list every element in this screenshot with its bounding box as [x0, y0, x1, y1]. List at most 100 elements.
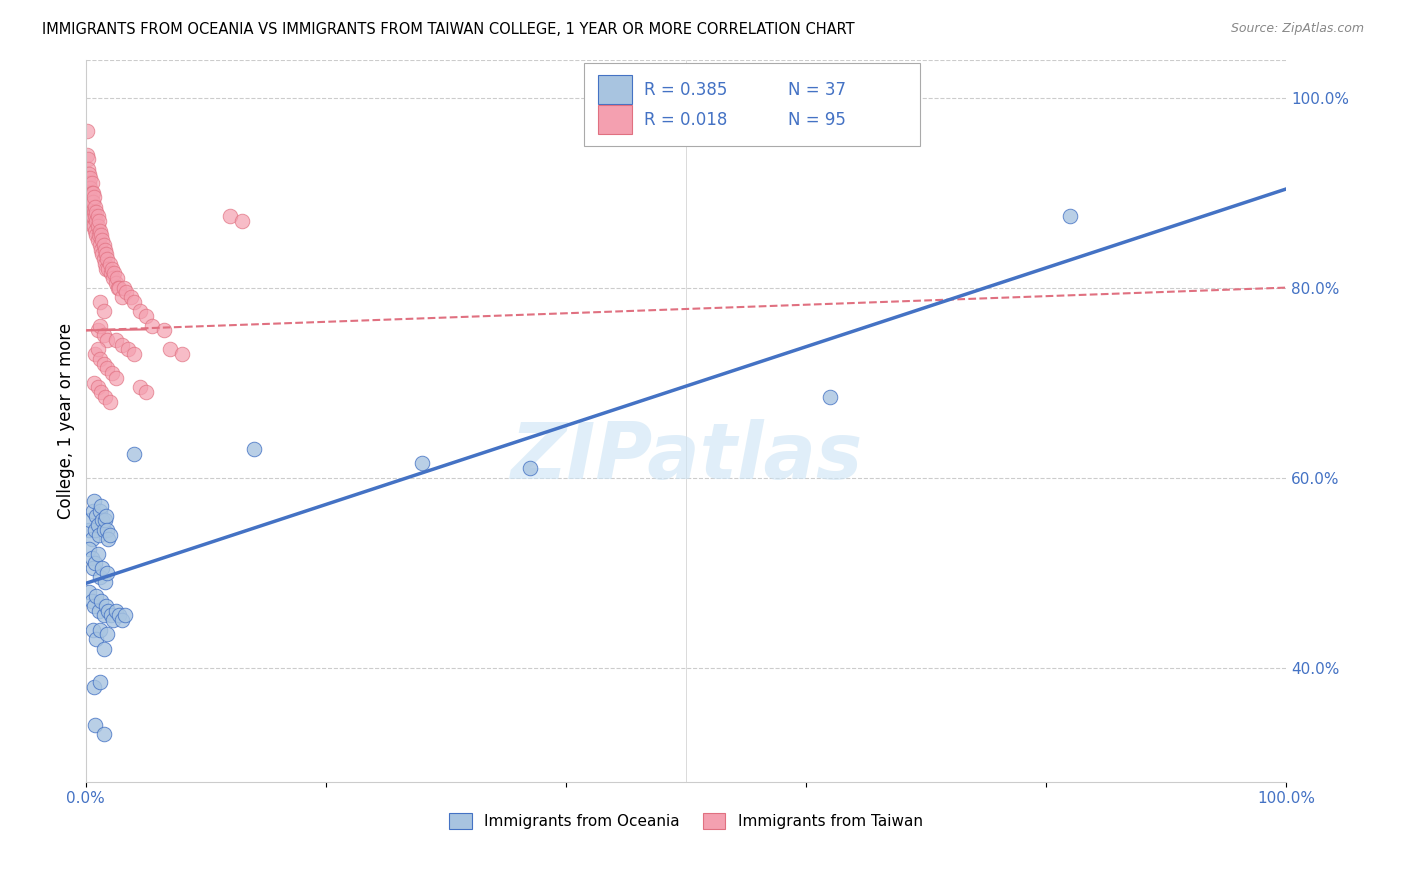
Point: [84, 717, 107, 731]
Point: [83, 219, 105, 233]
Point: [83, 190, 105, 204]
Point: [83, 494, 105, 508]
Point: [103, 613, 125, 627]
Text: IMMIGRANTS FROM OCEANIA VS IMMIGRANTS FROM TAIWAN COLLEGE, 1 YEAR OR MORE CORREL: IMMIGRANTS FROM OCEANIA VS IMMIGRANTS FR…: [42, 22, 855, 37]
Legend: Immigrants from Oceania, Immigrants from Taiwan: Immigrants from Oceania, Immigrants from…: [443, 807, 929, 836]
Point: [86, 219, 108, 233]
Point: [86, 343, 108, 357]
Point: [82, 504, 104, 518]
Point: [128, 380, 150, 394]
Point: [141, 318, 163, 333]
Point: [80, 195, 103, 210]
Point: [98, 394, 121, 409]
Point: [86, 228, 108, 243]
Point: [77, 153, 100, 167]
Point: [93, 523, 115, 537]
Point: [86, 518, 108, 533]
Point: [86, 547, 108, 561]
Point: [86, 508, 108, 523]
Point: [77, 523, 100, 537]
Point: [93, 357, 115, 371]
Point: [90, 499, 112, 513]
Point: [519, 461, 541, 475]
Point: [82, 210, 104, 224]
Point: [79, 200, 101, 214]
Point: [93, 304, 115, 318]
Point: [94, 575, 117, 590]
Point: [86, 210, 108, 224]
Point: [89, 504, 111, 518]
Point: [79, 190, 101, 204]
Point: [96, 523, 118, 537]
Point: [83, 599, 105, 613]
Point: [101, 261, 124, 276]
Point: [96, 333, 118, 347]
Point: [77, 541, 100, 556]
Point: [103, 271, 125, 285]
Point: [87, 214, 110, 228]
Point: [96, 627, 118, 641]
Point: [96, 566, 118, 580]
Point: [91, 233, 114, 247]
Point: [79, 181, 101, 195]
Point: [80, 533, 103, 547]
Point: [94, 599, 117, 613]
Point: [86, 590, 108, 604]
Point: [84, 224, 107, 238]
Point: [90, 385, 112, 400]
Point: [82, 219, 104, 233]
Point: [94, 390, 117, 404]
Point: [77, 176, 100, 190]
Point: [103, 266, 125, 280]
Point: [242, 442, 264, 457]
Point: [77, 195, 100, 210]
Text: ZIPatlas: ZIPatlas: [509, 418, 862, 495]
Point: [89, 294, 111, 309]
Point: [83, 376, 105, 390]
Point: [89, 623, 111, 637]
Point: [91, 561, 114, 575]
Point: [159, 343, 181, 357]
Point: [1059, 210, 1081, 224]
Point: [77, 186, 100, 200]
Point: [89, 351, 111, 366]
Point: [112, 280, 135, 294]
Point: [94, 261, 117, 276]
Point: [89, 224, 111, 238]
Point: [84, 210, 107, 224]
Point: [104, 276, 127, 290]
Point: [91, 247, 114, 261]
Point: [93, 252, 115, 266]
Point: [231, 214, 253, 228]
Point: [108, 280, 131, 294]
Bar: [598, 76, 631, 104]
Point: [135, 385, 157, 400]
Point: [94, 257, 117, 271]
Point: [97, 261, 120, 276]
Point: [122, 347, 145, 361]
Point: [77, 181, 100, 195]
Point: [115, 285, 138, 300]
Y-axis label: College, 1 year or more: College, 1 year or more: [58, 323, 75, 518]
Point: [89, 318, 111, 333]
Point: [94, 508, 117, 523]
Point: [100, 266, 122, 280]
Text: N = 95: N = 95: [787, 111, 845, 128]
Point: [86, 233, 108, 247]
Point: [104, 604, 127, 618]
Point: [93, 328, 115, 343]
Point: [818, 390, 841, 404]
Text: R = 0.018: R = 0.018: [644, 111, 727, 128]
Point: [97, 604, 120, 618]
Point: [120, 290, 142, 304]
Point: [96, 252, 118, 266]
Point: [80, 210, 103, 224]
Point: [94, 513, 117, 527]
Point: [93, 238, 115, 252]
Point: [90, 228, 112, 243]
Point: [110, 290, 132, 304]
Point: [86, 323, 108, 337]
Point: [100, 608, 122, 623]
Point: [86, 204, 108, 219]
Point: [80, 551, 103, 566]
